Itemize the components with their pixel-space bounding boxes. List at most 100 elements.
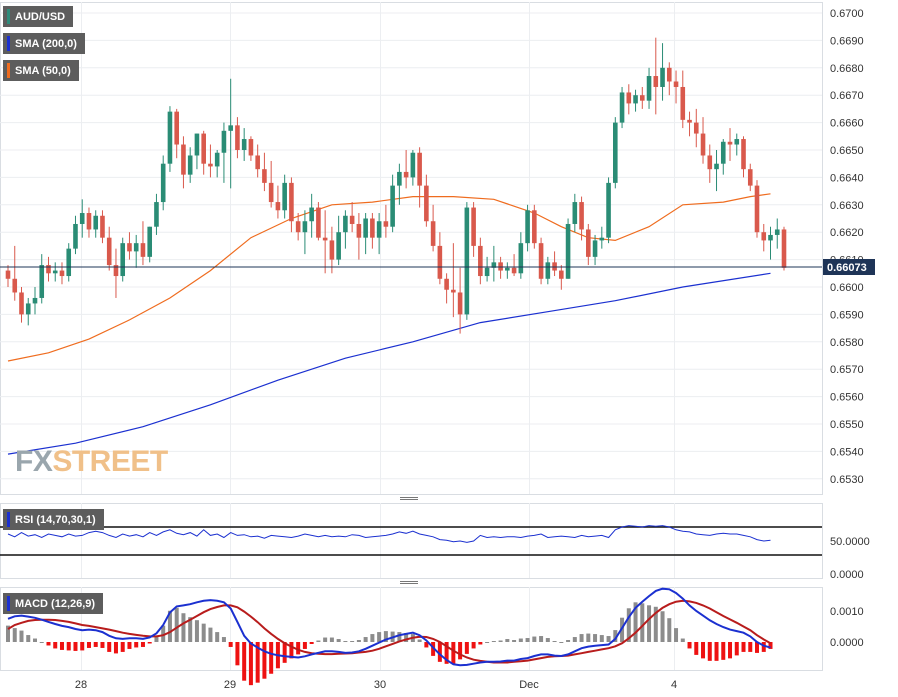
candle [781,226,787,271]
candle [451,243,456,318]
candle-body [619,92,625,123]
macd-histogram-bar [86,642,91,648]
macd-histogram-bar [518,638,523,642]
macd-histogram-bar [255,642,260,683]
candle [484,256,490,282]
legend-audusd[interactable]: AUD/USD [3,6,74,27]
rsi-ytick-label: 50.0000 [830,536,870,548]
candle-body [201,133,206,164]
candle [403,150,409,189]
legend-rsi-label: RSI (14,70,30,1) [15,513,96,526]
main-ytick-label: 0.6570 [830,364,864,376]
candle [734,133,740,156]
candle-body [255,155,260,170]
candle [201,130,206,175]
candle-body [73,223,78,249]
candle-body [106,237,112,266]
macd-histogram-bar [647,605,652,642]
legend-sma50[interactable]: SMA (50,0) [3,60,79,81]
macd-histogram-bar [485,642,490,643]
fxstreet-logo: FXSTREET [15,445,168,479]
macd-histogram-bar [566,640,571,642]
macd-histogram-bar [728,642,733,659]
candle-body [687,119,692,123]
candle-body [248,139,254,156]
candle-body [693,122,699,134]
candle [302,210,308,255]
candle-body [363,218,368,238]
macd-histogram-bar [242,642,247,681]
macd-histogram-bar [194,620,199,642]
candle [417,147,422,208]
macd-histogram-bar [66,642,71,651]
macd-histogram-bar [606,636,611,642]
candle-body [275,202,281,211]
candle [262,152,267,192]
candle-body [464,207,470,315]
macd-histogram-bar [444,642,449,664]
candle [46,256,51,282]
macd-histogram-bar [559,642,564,643]
candle [747,163,753,192]
candle [586,223,591,266]
candle-body [25,303,31,315]
candle [370,213,375,249]
macd-histogram-bar [586,633,591,642]
candle [221,122,227,183]
candle-body [532,210,537,244]
candle [511,254,517,277]
macd-histogram-bar [552,641,557,643]
current-price-label: 0.66073 [827,262,867,274]
macd-histogram-bar [356,640,361,642]
legend-sma200[interactable]: SMA (200,0) [3,33,85,54]
candle [700,117,706,164]
candle-body [538,243,544,279]
macd-histogram-bar [302,642,307,649]
candle [693,108,699,148]
candle [633,89,638,112]
legend-macd[interactable]: MACD (12,26,9) [3,593,104,614]
macd-histogram-bar [12,628,17,642]
candle [619,86,625,129]
macd-histogram-bar [525,638,530,642]
candle [282,174,287,219]
macd-histogram-bar [296,642,301,655]
candle [106,226,112,271]
macd-swatch [7,596,10,611]
macd-histogram-bar [404,633,409,642]
candle-body [484,267,490,277]
macd-histogram-bar [755,642,760,653]
candle [322,210,328,274]
candle [12,245,18,301]
candle [727,128,733,161]
legend-rsi[interactable]: RSI (14,70,30,1) [3,509,104,530]
candle-body [349,215,355,224]
macd-histogram-bar [626,608,631,642]
candle-body [545,262,551,279]
macd-histogram-bar [478,642,483,645]
macd-histogram-bar [26,635,31,642]
macd-histogram-bar [336,639,341,642]
candle-body [66,248,72,277]
candle [437,232,443,285]
candle-body [741,139,746,170]
logo-street: STREET [52,445,168,478]
macd-histogram-bar [370,634,375,642]
macd-histogram-bar [674,628,679,642]
candle [32,287,38,315]
rsi-panel-frame [0,503,823,579]
candle [376,213,382,255]
candle-body [734,139,740,145]
main-ytick-label: 0.6590 [830,309,864,321]
macd-histogram-bar [127,642,132,649]
candle [383,204,389,238]
macd-histogram-bar [741,642,746,652]
macd-histogram-bar [343,641,348,643]
candle-body [120,243,126,277]
candle [471,202,476,257]
candle-body [451,289,456,293]
sma-line-1 [7,193,771,362]
candle-body [52,270,58,274]
candle-body [214,152,220,167]
candle [606,177,611,244]
